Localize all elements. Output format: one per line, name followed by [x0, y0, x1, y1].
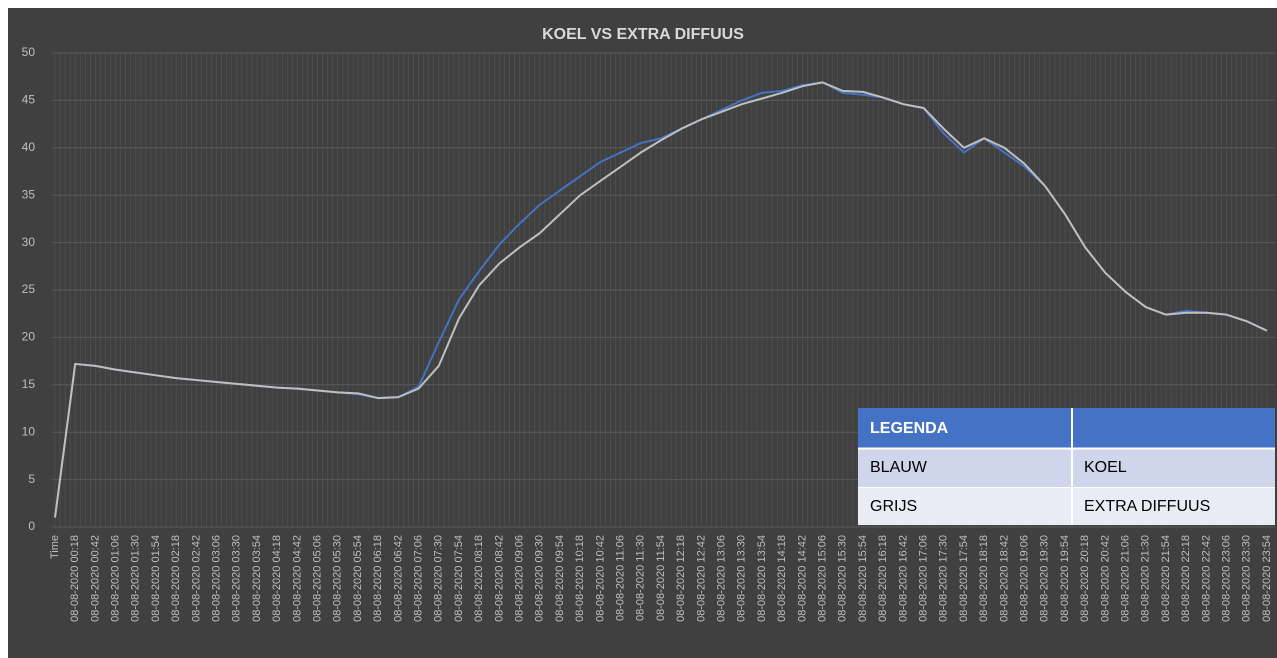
x-tick-label: 08-08-2020 05:30 — [332, 535, 344, 622]
y-tick-label: 5 — [28, 472, 35, 486]
x-tick-label: 08-08-2020 18:18 — [978, 535, 990, 622]
x-tick-label: 08-08-2020 19:06 — [1019, 535, 1031, 622]
x-tick-label: 08-08-2020 04:42 — [291, 535, 303, 622]
x-tick-label: 08-08-2020 12:42 — [695, 535, 707, 622]
legend-row — [858, 488, 1275, 525]
x-tick-label: 08-08-2020 15:06 — [817, 535, 829, 622]
x-tick-label: 08-08-2020 03:06 — [211, 535, 223, 622]
x-tick-label: 08-08-2020 13:30 — [736, 535, 748, 622]
x-tick-label: 08-08-2020 05:06 — [312, 535, 324, 622]
x-tick-label: 08-08-2020 10:42 — [594, 535, 606, 622]
x-tick-label: 08-08-2020 03:54 — [251, 535, 263, 622]
lines — [54, 81, 1268, 518]
y-tick-label: 40 — [22, 140, 36, 154]
x-tick-label: 08-08-2020 17:30 — [938, 535, 950, 622]
x-tick-label: 08-08-2020 11:54 — [655, 535, 667, 621]
x-tick-label: 08-08-2020 21:54 — [1160, 535, 1172, 622]
x-tick-label: Time — [49, 535, 61, 559]
x-tick-label: 08-08-2020 07:06 — [413, 535, 425, 622]
x-tick-label: 08-08-2020 05:54 — [352, 535, 364, 622]
y-tick-label: 50 — [22, 45, 36, 59]
chart-background — [8, 8, 1277, 658]
x-tick-label: 08-08-2020 11:06 — [615, 535, 627, 621]
legend-series-name: KOEL — [1084, 459, 1127, 476]
x-tick-label: 08-08-2020 06:18 — [372, 535, 384, 622]
x-tick-label: 08-08-2020 01:54 — [150, 535, 162, 622]
x-tick-label: 08-08-2020 12:18 — [675, 535, 687, 622]
x-tick-label: 08-08-2020 01:30 — [130, 535, 142, 622]
x-tick-label: 08-08-2020 14:18 — [776, 535, 788, 622]
x-tick-label: 08-08-2020 23:30 — [1241, 535, 1253, 622]
line-series — [54, 81, 1268, 518]
x-tick-label: 08-08-2020 23:06 — [1221, 535, 1233, 622]
x-tick-label: 08-08-2020 02:18 — [170, 535, 182, 622]
x-tick-label: 08-08-2020 19:30 — [1039, 535, 1051, 622]
x-tick-label: 08-08-2020 02:42 — [190, 535, 202, 622]
y-tick-label: 30 — [22, 235, 36, 249]
x-tick-label: 08-08-2020 18:42 — [998, 535, 1010, 622]
y-tick-label: 35 — [22, 187, 36, 201]
legend-series-name: EXTRA DIFFUUS — [1084, 498, 1210, 515]
x-tick-label: 08-08-2020 09:06 — [514, 535, 526, 622]
x-tick-label: 08-08-2020 23:54 — [1261, 535, 1273, 622]
x-tick-label: 08-08-2020 22:42 — [1200, 535, 1212, 622]
y-tick-label: 0 — [28, 519, 35, 533]
x-tick-label: 08-08-2020 03:30 — [231, 535, 243, 622]
x-tick-label: 08-08-2020 08:42 — [493, 535, 505, 622]
x-tick-label: 08-08-2020 07:30 — [433, 535, 445, 622]
x-tick-label: 08-08-2020 21:06 — [1120, 535, 1132, 622]
x-tick-label: 08-08-2020 09:54 — [554, 535, 566, 622]
x-tick-label: 08-08-2020 08:18 — [473, 535, 485, 622]
y-tick-label: 10 — [22, 424, 36, 438]
x-tick-label: 08-08-2020 11:30 — [635, 535, 647, 621]
y-tick-label: 20 — [22, 330, 36, 344]
x-tick-label: 08-08-2020 17:54 — [958, 535, 970, 622]
legend-label: GRIJS — [870, 498, 917, 515]
x-tick-label: 08-08-2020 14:42 — [796, 535, 808, 622]
legend-title: LEGENDA — [870, 420, 949, 437]
x-tick-label: 08-08-2020 06:42 — [392, 535, 404, 622]
x-tick-label: 08-08-2020 19:54 — [1059, 535, 1071, 622]
legend-label: BLAUW — [870, 459, 928, 476]
x-tick-label: 08-08-2020 16:18 — [877, 535, 889, 622]
x-tick-label: 08-08-2020 07:54 — [453, 535, 465, 622]
x-tick-label: 08-08-2020 15:54 — [857, 535, 869, 622]
x-tick-label: 08-08-2020 20:18 — [1079, 535, 1091, 622]
x-tick-label: 08-08-2020 17:06 — [918, 535, 930, 622]
x-tick-label: 08-08-2020 13:54 — [756, 535, 768, 622]
y-tick-label: 25 — [22, 282, 36, 296]
x-tick-label: 08-08-2020 00:42 — [89, 535, 101, 622]
x-tick-label: 08-08-2020 01:06 — [110, 535, 122, 622]
chart-title: KOEL VS EXTRA DIFFUUS — [542, 26, 744, 43]
y-tick-label: 15 — [22, 377, 36, 391]
x-tick-label: 08-08-2020 13:06 — [716, 535, 728, 622]
x-tick-label: 08-08-2020 20:42 — [1099, 535, 1111, 622]
x-tick-label: 08-08-2020 09:30 — [534, 535, 546, 622]
x-tick-label: 08-08-2020 21:30 — [1140, 535, 1152, 622]
legend-table: LEGENDA BLAUW KOEL GRIJS EXTRA DIFFUUS — [858, 408, 1275, 525]
x-tick-label: 08-08-2020 15:30 — [837, 535, 849, 622]
x-tick-label: 08-08-2020 04:18 — [271, 535, 283, 622]
legend-row — [858, 449, 1275, 487]
x-tick-label: 08-08-2020 22:18 — [1180, 535, 1192, 622]
legend-header — [858, 408, 1275, 448]
x-tick-label: 08-08-2020 10:18 — [574, 535, 586, 622]
x-tick-label: 08-08-2020 00:18 — [69, 535, 81, 622]
y-tick-label: 45 — [22, 93, 36, 107]
x-tick-label: 08-08-2020 16:42 — [897, 535, 909, 622]
